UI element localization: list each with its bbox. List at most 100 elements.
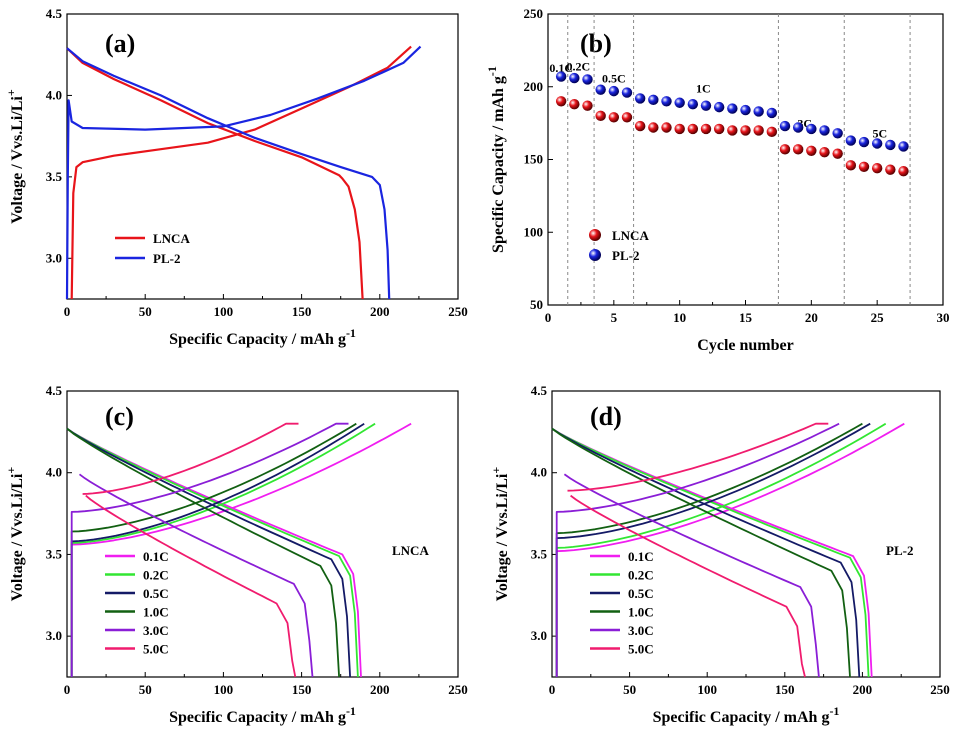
data-point-lnca xyxy=(871,163,883,174)
y-tick-label-b: 200 xyxy=(524,79,544,94)
legend-marker-b-1 xyxy=(589,249,601,261)
data-point-lnca xyxy=(582,100,593,111)
panel-label-a: (a) xyxy=(105,29,135,58)
panel-c: (c) LNCA 0 50 100 150 200 250 3.0 3.5 4.0 4.5 Spec… xyxy=(4,383,468,726)
x-tick-label-d: 50 xyxy=(623,682,636,697)
x-tick-label-c: 100 xyxy=(214,682,234,697)
legend-marker-b-0 xyxy=(589,229,601,241)
data-point-lnca xyxy=(661,122,672,133)
legend-text-a-1: PL-2 xyxy=(153,251,180,266)
discharge-curve-5.0C xyxy=(85,494,297,678)
y-tick-label-d: 4.0 xyxy=(531,465,547,480)
data-point-pl-2 xyxy=(885,139,896,151)
x-tick-label-a: 100 xyxy=(214,304,234,319)
y-axis-label-sup-c: + xyxy=(4,467,18,474)
x-tick-label-c: 250 xyxy=(448,682,468,697)
legend-text-c-5: 5.0C xyxy=(143,642,169,657)
charge-curve-0.2C xyxy=(555,422,887,677)
y-axis-label-c: Voltage / Vvs.Li/Li+ xyxy=(4,467,26,602)
legend-text-d-5: 5.0C xyxy=(628,642,654,657)
data-point-pl-2 xyxy=(621,87,633,98)
data-point-pl-2 xyxy=(687,99,699,110)
panel-d: (d) PL-2 0 50 100 150 200 250 3.0 3.5 4.0 4.5 Spec… xyxy=(489,383,950,726)
panel-a: (a) 0 50 100 150 200 250 3.0 3.5 4.0 4.5 Specific … xyxy=(4,6,468,348)
charge-curve-5.0C xyxy=(82,422,299,495)
data-point-pl-2 xyxy=(608,85,620,97)
x-tick-label-a: 250 xyxy=(448,304,468,319)
y-tick-label-d: 3.0 xyxy=(531,628,547,643)
x-axis-label-sup-a: -1 xyxy=(346,326,356,340)
rate-label: 0.2C xyxy=(566,60,590,74)
data-point-pl-2 xyxy=(779,120,791,132)
discharge-curve-3.0C xyxy=(563,473,820,678)
discharge-curve-0.5C xyxy=(66,427,351,678)
x-tick-label-c: 200 xyxy=(370,682,390,697)
x-tick-label-a: 0 xyxy=(64,304,71,319)
x-tick-label-a: 50 xyxy=(139,304,152,319)
legend-text-c-0: 0.1C xyxy=(143,549,169,564)
x-tick-label-d: 250 xyxy=(930,682,950,697)
y-axis-label-sup-b: -1 xyxy=(485,66,499,76)
y-tick-label-b: 150 xyxy=(524,152,544,167)
y-tick-label-d: 4.5 xyxy=(531,383,548,398)
rate-label: 1C xyxy=(696,82,711,96)
charge-curve-0.1C xyxy=(70,422,412,677)
data-point-lnca xyxy=(766,126,778,138)
data-point-lnca xyxy=(674,123,685,135)
data-point-pl-2 xyxy=(753,106,764,117)
y-axis-label-sup-d: + xyxy=(489,467,503,474)
y-tick-label-a: 4.0 xyxy=(46,87,62,102)
x-axis-label-a: Specific Capacity / mAh g-1 xyxy=(169,326,356,348)
legend-text-d-4: 3.0C xyxy=(628,623,654,638)
y-tick-label-a: 3.0 xyxy=(46,250,62,265)
legend-text-d-2: 0.5C xyxy=(628,586,654,601)
x-tick-label-c: 150 xyxy=(292,682,312,697)
charge-curve-pl-2 xyxy=(65,45,422,300)
x-tick-label-d: 100 xyxy=(697,682,717,697)
data-point-pl-2 xyxy=(858,136,870,148)
data-point-pl-2 xyxy=(740,104,751,116)
data-point-lnca xyxy=(753,125,764,136)
x-tick-label-d: 150 xyxy=(775,682,795,697)
rate-label: 0.5C xyxy=(602,71,626,85)
x-tick-label-b: 0 xyxy=(545,310,552,325)
data-point-pl-2 xyxy=(661,96,672,107)
data-point-lnca xyxy=(687,123,699,135)
data-point-pl-2 xyxy=(806,123,817,135)
data-point-pl-2 xyxy=(634,93,646,104)
legend-text-a-0: LNCA xyxy=(153,231,190,246)
data-point-pl-2 xyxy=(674,97,685,108)
x-tick-label-c: 50 xyxy=(139,682,152,697)
charge-curve-3.0C xyxy=(555,422,840,677)
data-point-lnca xyxy=(806,145,817,156)
data-point-lnca xyxy=(819,147,830,158)
data-point-lnca xyxy=(858,161,870,172)
panel-label-b: (b) xyxy=(580,29,612,58)
data-point-pl-2 xyxy=(713,101,725,113)
y-tick-label-c: 3.5 xyxy=(46,546,63,561)
plot-frame-d xyxy=(551,390,941,678)
x-tick-label-b: 15 xyxy=(739,310,753,325)
x-tick-label-b: 20 xyxy=(805,310,818,325)
data-point-lnca xyxy=(713,123,725,135)
data-point-lnca xyxy=(634,120,646,132)
x-tick-label-b: 30 xyxy=(937,310,950,325)
y-axis-label-sup-a: + xyxy=(4,89,18,96)
legend-text-d-0: 0.1C xyxy=(628,549,654,564)
data-point-pl-2 xyxy=(845,135,857,146)
x-tick-label-b: 25 xyxy=(871,310,885,325)
discharge-curve-0.2C xyxy=(66,427,359,678)
data-point-lnca xyxy=(595,110,606,122)
data-point-lnca xyxy=(792,144,804,155)
y-axis-label-d: Voltage / Vvs.Li/Li+ xyxy=(489,467,511,602)
x-axis-label-sup-d: -1 xyxy=(829,704,839,718)
data-point-pl-2 xyxy=(595,84,606,95)
data-point-lnca xyxy=(700,123,712,135)
panel-b: (b) 0 5 10 15 20 25 30 50 100 150 200 250 Cycle numb… xyxy=(485,6,950,354)
rate-label: 5C xyxy=(872,127,887,141)
x-tick-label-d: 0 xyxy=(549,682,556,697)
x-axis-label-b: Cycle number xyxy=(697,337,793,354)
legend-text-c-3: 1.0C xyxy=(143,605,169,620)
discharge-curve-0.1C xyxy=(551,427,873,678)
charge-curve-5.0C xyxy=(567,422,829,492)
